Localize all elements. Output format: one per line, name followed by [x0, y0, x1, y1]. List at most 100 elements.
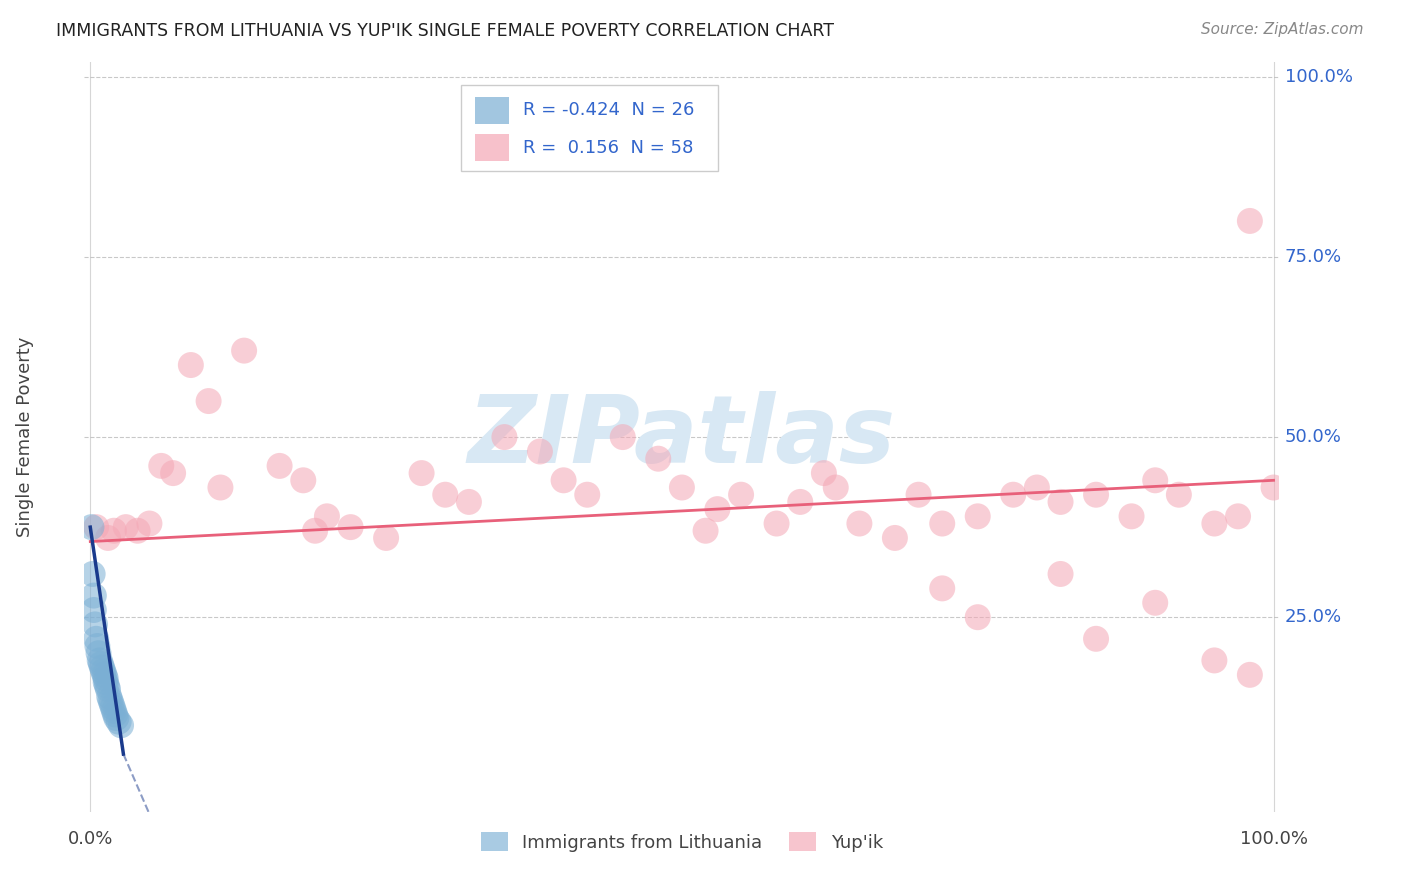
FancyBboxPatch shape — [475, 97, 509, 124]
Point — [97, 682, 120, 697]
Point — [138, 516, 160, 531]
Point — [647, 451, 669, 466]
Point — [1121, 509, 1143, 524]
Point — [101, 700, 124, 714]
Point — [1239, 214, 1261, 228]
Point — [104, 707, 127, 722]
FancyBboxPatch shape — [461, 85, 718, 171]
Point — [197, 394, 219, 409]
Point — [97, 531, 120, 545]
Point — [1144, 473, 1167, 487]
Point — [375, 531, 398, 545]
Point — [576, 488, 599, 502]
Point — [96, 679, 118, 693]
Point — [671, 481, 693, 495]
Text: 75.0%: 75.0% — [1285, 248, 1341, 266]
Point — [84, 632, 107, 646]
Point — [90, 657, 112, 671]
Point — [84, 520, 107, 534]
Point — [1227, 509, 1250, 524]
Point — [1239, 668, 1261, 682]
Point — [127, 524, 149, 538]
Point — [84, 617, 107, 632]
Point — [966, 509, 988, 524]
Point — [1167, 488, 1189, 502]
Text: Source: ZipAtlas.com: Source: ZipAtlas.com — [1201, 22, 1364, 37]
Point — [1263, 481, 1285, 495]
Point — [1085, 488, 1108, 502]
Point — [765, 516, 787, 531]
FancyBboxPatch shape — [475, 135, 509, 161]
Point — [94, 675, 117, 690]
Text: R =  0.156  N = 58: R = 0.156 N = 58 — [523, 139, 693, 157]
Point — [1049, 566, 1071, 581]
Point — [730, 488, 752, 502]
Text: R = -0.424  N = 26: R = -0.424 N = 26 — [523, 102, 695, 120]
Point — [110, 718, 132, 732]
Point — [93, 668, 115, 682]
Point — [100, 693, 122, 707]
Point — [162, 466, 184, 480]
Point — [292, 473, 315, 487]
Point — [89, 653, 111, 667]
Point — [966, 610, 988, 624]
Point — [458, 495, 481, 509]
Point — [706, 502, 728, 516]
Text: 100.0%: 100.0% — [1240, 830, 1308, 847]
Point — [304, 524, 326, 538]
Point — [883, 531, 905, 545]
Point — [103, 704, 125, 718]
Point — [824, 481, 846, 495]
Point — [100, 697, 122, 711]
Point — [434, 488, 457, 502]
Point — [91, 664, 114, 679]
Point — [180, 358, 202, 372]
Legend: Immigrants from Lithuania, Yup'ik: Immigrants from Lithuania, Yup'ik — [474, 825, 890, 859]
Point — [114, 520, 136, 534]
Point — [105, 711, 128, 725]
Point — [1049, 495, 1071, 509]
Point — [789, 495, 811, 509]
Point — [1144, 596, 1167, 610]
Point — [80, 520, 103, 534]
Point — [103, 524, 125, 538]
Text: 100.0%: 100.0% — [1285, 68, 1353, 86]
Point — [94, 672, 117, 686]
Text: ZIPatlas: ZIPatlas — [468, 391, 896, 483]
Point — [107, 714, 129, 729]
Point — [209, 481, 232, 495]
Point — [83, 603, 105, 617]
Point — [1085, 632, 1108, 646]
Text: Single Female Poverty: Single Female Poverty — [17, 337, 34, 537]
Text: 50.0%: 50.0% — [1285, 428, 1341, 446]
Point — [86, 639, 108, 653]
Point — [695, 524, 717, 538]
Text: 25.0%: 25.0% — [1285, 608, 1341, 626]
Point — [98, 690, 121, 704]
Point — [87, 646, 110, 660]
Point — [1002, 488, 1025, 502]
Point — [813, 466, 835, 480]
Point — [91, 660, 114, 674]
Point — [233, 343, 256, 358]
Point — [339, 520, 361, 534]
Point — [411, 466, 433, 480]
Point — [931, 516, 953, 531]
Point — [553, 473, 575, 487]
Point — [529, 444, 551, 458]
Text: 0.0%: 0.0% — [67, 830, 112, 847]
Point — [1204, 653, 1226, 667]
Text: IMMIGRANTS FROM LITHUANIA VS YUP'IK SINGLE FEMALE POVERTY CORRELATION CHART: IMMIGRANTS FROM LITHUANIA VS YUP'IK SING… — [56, 22, 834, 40]
Point — [83, 589, 105, 603]
Point — [269, 458, 291, 473]
Point — [494, 430, 516, 444]
Point — [150, 458, 173, 473]
Point — [1204, 516, 1226, 531]
Point — [931, 582, 953, 596]
Point — [1025, 481, 1047, 495]
Point — [848, 516, 870, 531]
Point — [82, 566, 104, 581]
Point — [316, 509, 339, 524]
Point — [612, 430, 634, 444]
Point — [907, 488, 929, 502]
